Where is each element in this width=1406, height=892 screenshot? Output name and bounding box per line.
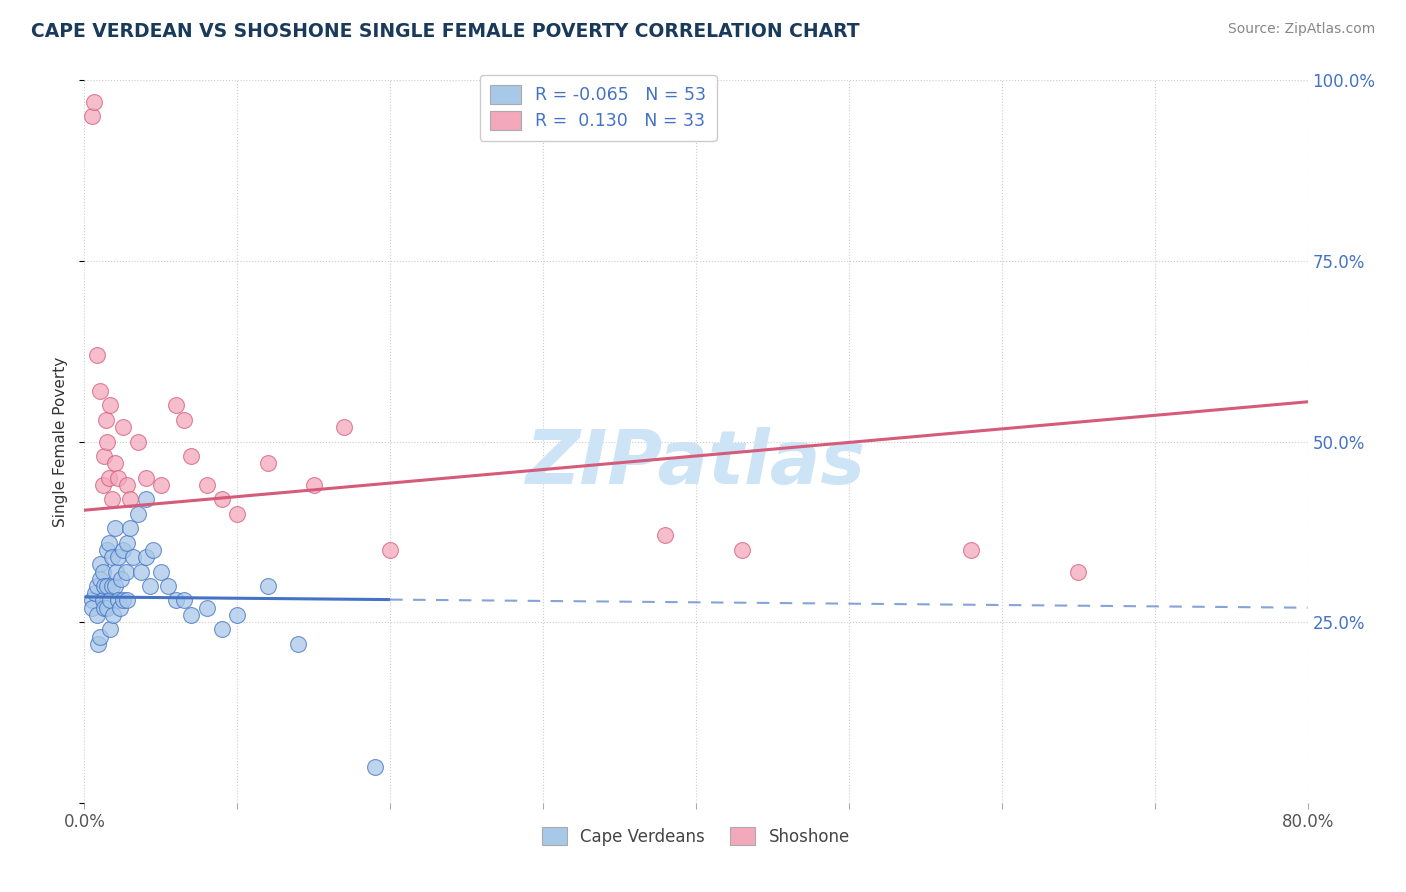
- Point: [93, 600, 115, 615]
- Point: [87, 637, 110, 651]
- Point: [211, 492, 233, 507]
- Point: [180, 449, 202, 463]
- Point: [101, 579, 124, 593]
- Point: [115, 593, 138, 607]
- Point: [98, 623, 121, 637]
- Point: [80, 593, 103, 607]
- Point: [173, 413, 195, 427]
- Point: [80, 600, 103, 615]
- Point: [83, 95, 105, 109]
- Point: [127, 507, 149, 521]
- Point: [91, 478, 114, 492]
- Point: [94, 413, 117, 427]
- Point: [380, 542, 402, 557]
- Point: [104, 521, 127, 535]
- Point: [89, 630, 111, 644]
- Point: [257, 456, 280, 470]
- Point: [114, 565, 136, 579]
- Point: [96, 579, 118, 593]
- Point: [110, 572, 132, 586]
- Point: [333, 420, 356, 434]
- Point: [86, 348, 108, 362]
- Point: [101, 550, 124, 565]
- Point: [104, 579, 127, 593]
- Point: [111, 420, 134, 434]
- Point: [91, 593, 114, 607]
- Point: [180, 607, 202, 622]
- Point: [115, 478, 138, 492]
- Point: [96, 434, 118, 449]
- Point: [107, 550, 129, 565]
- Point: [115, 535, 138, 549]
- Point: [107, 470, 129, 484]
- Point: [157, 579, 180, 593]
- Point: [257, 579, 280, 593]
- Point: [98, 398, 121, 412]
- Text: Source: ZipAtlas.com: Source: ZipAtlas.com: [1227, 22, 1375, 37]
- Point: [960, 542, 983, 557]
- Point: [89, 384, 111, 398]
- Point: [287, 637, 309, 651]
- Point: [108, 600, 131, 615]
- Point: [105, 565, 128, 579]
- Point: [135, 492, 157, 507]
- Point: [101, 492, 124, 507]
- Point: [89, 558, 111, 572]
- Point: [97, 535, 120, 549]
- Point: [86, 607, 108, 622]
- Point: [226, 607, 249, 622]
- Point: [731, 542, 754, 557]
- Point: [84, 586, 107, 600]
- Point: [654, 528, 676, 542]
- Point: [120, 492, 142, 507]
- Point: [111, 542, 134, 557]
- Point: [149, 478, 172, 492]
- Point: [93, 579, 115, 593]
- Point: [127, 434, 149, 449]
- Point: [135, 550, 157, 565]
- Point: [93, 449, 115, 463]
- Legend: Cape Verdeans, Shoshone: Cape Verdeans, Shoshone: [536, 821, 856, 852]
- Point: [364, 760, 387, 774]
- Point: [98, 593, 121, 607]
- Point: [96, 600, 118, 615]
- Text: CAPE VERDEAN VS SHOSHONE SINGLE FEMALE POVERTY CORRELATION CHART: CAPE VERDEAN VS SHOSHONE SINGLE FEMALE P…: [31, 22, 859, 41]
- Point: [173, 593, 195, 607]
- Point: [89, 572, 111, 586]
- Point: [165, 593, 187, 607]
- Point: [226, 507, 249, 521]
- Point: [302, 478, 325, 492]
- Point: [135, 470, 157, 484]
- Point: [96, 542, 118, 557]
- Text: ZIPatlas: ZIPatlas: [526, 426, 866, 500]
- Point: [1067, 565, 1090, 579]
- Point: [142, 542, 165, 557]
- Point: [80, 110, 103, 124]
- Point: [129, 565, 152, 579]
- Point: [122, 550, 145, 565]
- Y-axis label: Single Female Poverty: Single Female Poverty: [53, 357, 69, 526]
- Point: [149, 565, 172, 579]
- Point: [211, 623, 233, 637]
- Point: [195, 478, 218, 492]
- Point: [165, 398, 187, 412]
- Point: [103, 607, 125, 622]
- Point: [86, 579, 108, 593]
- Point: [120, 521, 142, 535]
- Point: [97, 470, 120, 484]
- Point: [104, 456, 127, 470]
- Point: [107, 593, 129, 607]
- Point: [91, 565, 114, 579]
- Point: [195, 600, 218, 615]
- Point: [111, 593, 134, 607]
- Point: [139, 579, 162, 593]
